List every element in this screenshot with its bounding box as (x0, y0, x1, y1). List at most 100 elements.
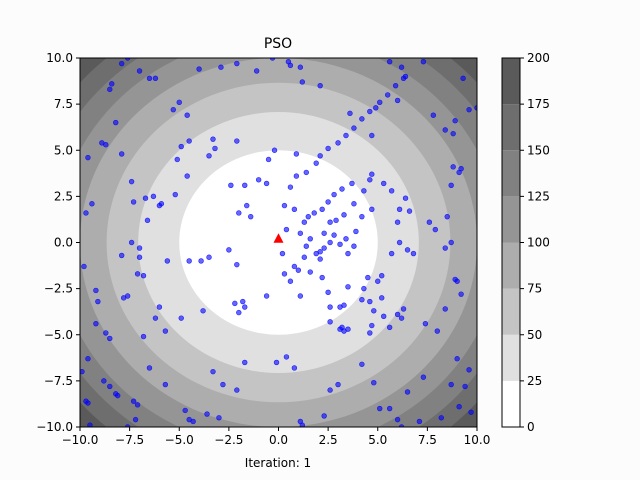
particle-point (466, 367, 472, 373)
particle-point (400, 75, 407, 81)
particle-point (287, 62, 294, 69)
particle-point (400, 306, 407, 312)
particle-point (184, 173, 190, 179)
x-tick-label: 5.0 (368, 433, 387, 447)
particle-point (319, 274, 325, 281)
particle-point (136, 68, 143, 74)
particle-point (361, 188, 367, 194)
particle-point (184, 112, 190, 118)
particle-point (466, 106, 472, 113)
particle-point (291, 263, 298, 270)
particle-point (448, 239, 454, 246)
x-tick-label: −7.5 (115, 433, 144, 447)
particle-point (303, 169, 309, 176)
particle-point (132, 416, 139, 423)
particle-point (454, 356, 460, 362)
particle-point (186, 258, 192, 264)
particle-point (335, 140, 341, 146)
particle-point (442, 127, 448, 133)
particle-point (379, 295, 385, 301)
particle-point (136, 254, 143, 260)
particle-point (93, 320, 99, 327)
particle-point (182, 407, 188, 414)
particle-point (103, 330, 109, 336)
particle-point (406, 208, 413, 214)
particle-point (359, 296, 365, 303)
chart-title: PSO (264, 36, 292, 52)
particle-point (299, 79, 306, 85)
particle-point (377, 405, 383, 412)
particle-point (454, 278, 460, 284)
y-tick-label: −7.5 (44, 374, 73, 388)
particle-point (297, 230, 304, 236)
particle-point (170, 106, 176, 113)
particle-point (438, 415, 444, 421)
particle-point (107, 383, 113, 390)
particle-point (142, 195, 149, 201)
particle-point (369, 171, 375, 177)
particle-point (311, 210, 317, 216)
particle-point (327, 387, 333, 393)
particle-point (118, 60, 125, 67)
particle-point (89, 201, 95, 207)
particle-point (325, 289, 331, 296)
particle-point (398, 315, 405, 321)
particle-point (410, 250, 417, 257)
particle-point (297, 293, 304, 299)
particle-point (301, 219, 308, 225)
particle-point (422, 320, 429, 327)
particle-point (321, 230, 327, 236)
particle-point (263, 180, 270, 187)
y-tick-label: −5.0 (44, 328, 73, 342)
particle-point (242, 304, 248, 310)
particle-point (206, 153, 212, 159)
particle-point (317, 82, 323, 89)
particle-point (396, 239, 403, 246)
particle-point (327, 219, 333, 225)
particle-point (384, 92, 391, 98)
particle-point (156, 304, 163, 310)
particle-point (140, 273, 147, 279)
particle-point (218, 64, 224, 70)
y-axis: 10.0 7.5 5.0 2.5 0.0 −2.5 −5.0 −7.5 −10.0 (36, 51, 80, 434)
x-axis: −10.0 −7.5 −5.0 −2.5 0.0 2.5 5.0 7.5 10.0 (62, 427, 490, 447)
particle-point (373, 105, 379, 111)
particle-point (394, 219, 401, 225)
colorbar-segment (502, 242, 520, 289)
particle-point (130, 398, 137, 404)
colorbar-tick-label: 0 (527, 420, 535, 434)
particle-point (345, 250, 351, 257)
particle-point (327, 319, 333, 325)
particle-point (144, 217, 151, 224)
particle-point (452, 118, 458, 124)
particle-point (244, 202, 250, 209)
particle-point (305, 213, 311, 220)
colorbar-tick-label: 175 (527, 97, 550, 111)
x-axis-label: Iteration: 1 (245, 456, 311, 470)
colorbar-segment (502, 380, 520, 427)
particle-point (317, 153, 323, 159)
x-tick-label: −10.0 (62, 433, 99, 447)
particle-point (319, 206, 325, 212)
particle-point (337, 241, 343, 248)
colorbar-tick-label: 75 (527, 282, 542, 296)
colorbar-segment (502, 288, 520, 335)
particle-point (226, 247, 232, 253)
particle-point (87, 422, 93, 427)
particle-point (381, 313, 387, 319)
best-position-marker (273, 233, 284, 243)
particle-point (128, 239, 135, 246)
y-tick-label: 10.0 (46, 51, 73, 65)
colorbar-tick-label: 50 (527, 328, 542, 342)
particle-point (388, 188, 395, 194)
particle-point (416, 418, 423, 425)
particle-point (327, 304, 333, 310)
particle-point (236, 210, 242, 216)
particle-point (432, 226, 439, 233)
particle-point (394, 416, 401, 423)
particle-point (210, 136, 216, 142)
colorbar-segment (502, 150, 520, 197)
particle-point (234, 261, 240, 268)
particle-point (107, 335, 113, 342)
particle-point (150, 193, 157, 200)
